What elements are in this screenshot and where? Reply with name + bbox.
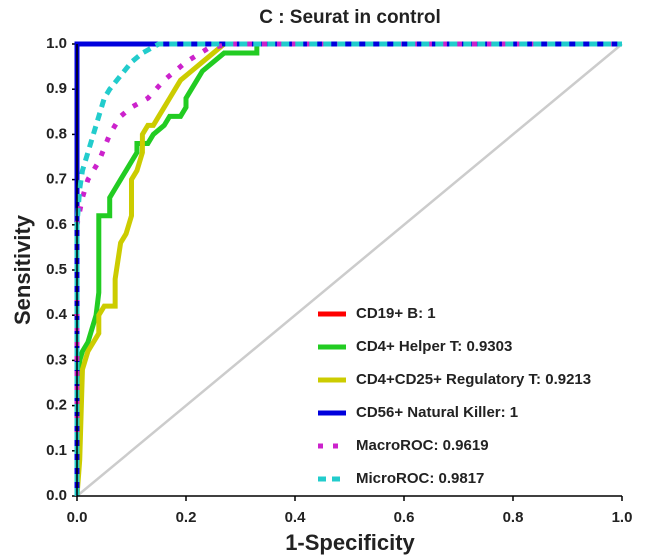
legend-label: CD4+ Helper T: 0.9303 bbox=[356, 338, 512, 355]
legend-label: CD19+ B: 1 bbox=[356, 305, 436, 322]
x-tick-label: 1.0 bbox=[612, 509, 633, 526]
legend-label: MacroROC: 0.9619 bbox=[356, 437, 489, 454]
y-tick-label: 1.0 bbox=[46, 35, 67, 52]
y-tick-label: 0.9 bbox=[46, 80, 67, 97]
y-tick-label: 0.0 bbox=[46, 487, 67, 504]
x-axis-label: 1-Specificity bbox=[285, 530, 415, 555]
x-tick-label: 0.2 bbox=[176, 509, 197, 526]
y-tick-label: 0.7 bbox=[46, 171, 67, 188]
y-tick-label: 0.8 bbox=[46, 125, 67, 142]
y-tick-label: 0.5 bbox=[46, 261, 67, 278]
roc-line bbox=[74, 41, 622, 497]
roc-line bbox=[74, 41, 622, 497]
y-tick-label: 0.1 bbox=[46, 442, 67, 459]
roc-line bbox=[74, 41, 622, 496]
y-tick-label: 0.2 bbox=[46, 397, 67, 414]
x-tick-label: 0.6 bbox=[394, 509, 415, 526]
legend-label: MicroROC: 0.9817 bbox=[356, 470, 484, 487]
legend-label: CD4+CD25+ Regulatory T: 0.9213 bbox=[356, 371, 591, 388]
x-tick-label: 0.0 bbox=[67, 509, 88, 526]
chart-title: C : Seurat in control bbox=[259, 7, 441, 28]
x-tick-label: 0.4 bbox=[285, 509, 307, 526]
y-tick-label: 0.4 bbox=[46, 306, 68, 323]
reference-line bbox=[76, 43, 623, 497]
y-axis-label: Sensitivity bbox=[10, 214, 35, 325]
legend-label: CD56+ Natural Killer: 1 bbox=[356, 404, 518, 421]
y-tick-label: 0.3 bbox=[46, 351, 67, 368]
x-tick-label: 0.8 bbox=[503, 509, 524, 526]
y-tick-label: 0.6 bbox=[46, 216, 67, 233]
roc-line bbox=[74, 41, 622, 496]
